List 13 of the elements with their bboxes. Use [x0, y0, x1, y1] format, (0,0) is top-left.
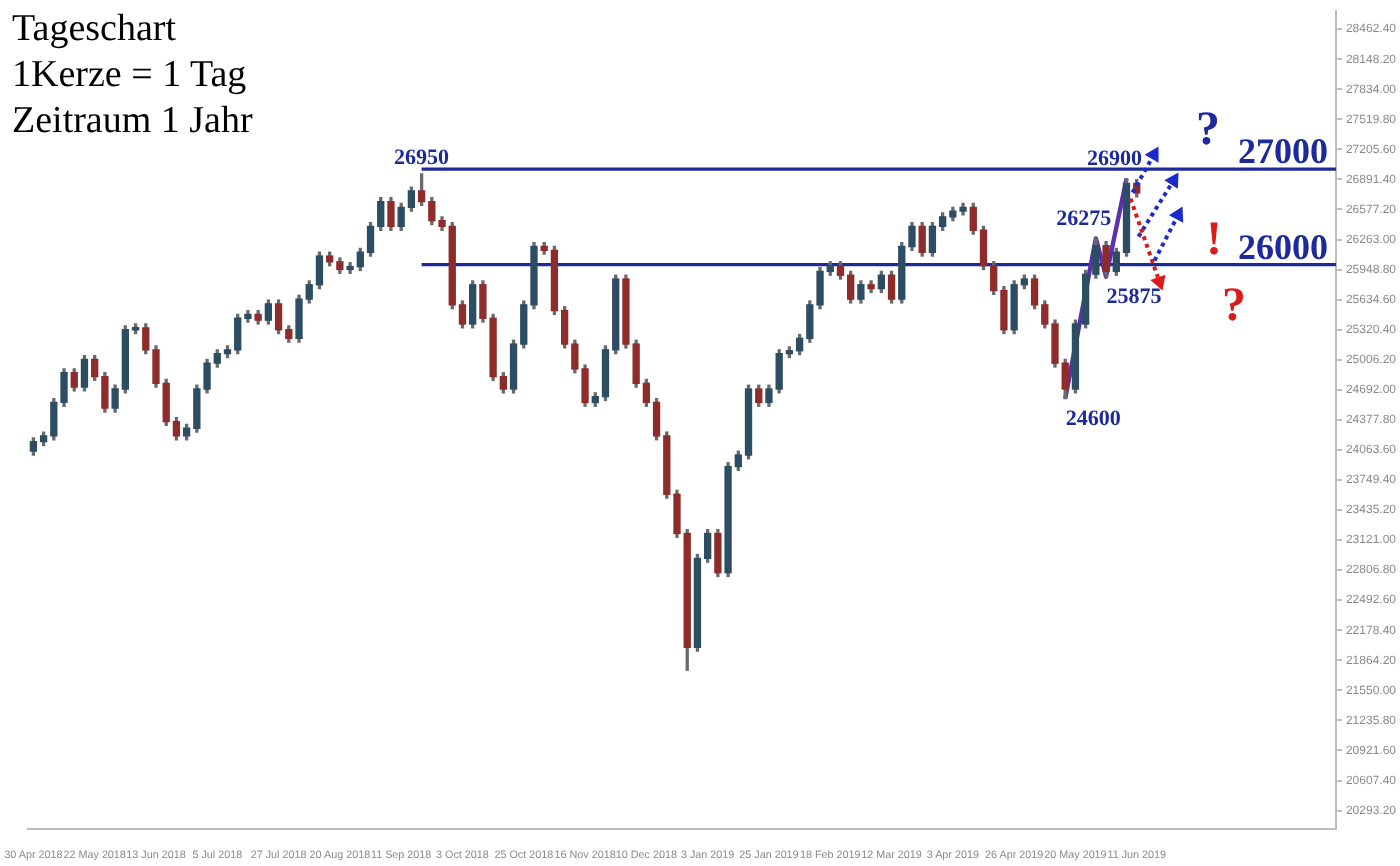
data-label: 25875 [1106, 285, 1163, 310]
data-label: 26900 [1087, 147, 1144, 172]
annotation: ? [1222, 280, 1246, 332]
annotation: ? [1196, 104, 1220, 156]
chart-title: Tageschart [12, 8, 177, 52]
data-label: 26275 [1056, 207, 1113, 232]
text: 1Kerze = 1 Tag [12, 54, 247, 98]
ref-line-label: 26000 [1237, 226, 1328, 267]
data-label: 24600 [1065, 407, 1122, 432]
annotation: ! [1206, 214, 1222, 266]
ref-line-label: 27000 [1237, 131, 1328, 172]
annotation: 26950 [394, 146, 451, 171]
annotation: Zeitraum 1 Jahr [12, 100, 253, 144]
